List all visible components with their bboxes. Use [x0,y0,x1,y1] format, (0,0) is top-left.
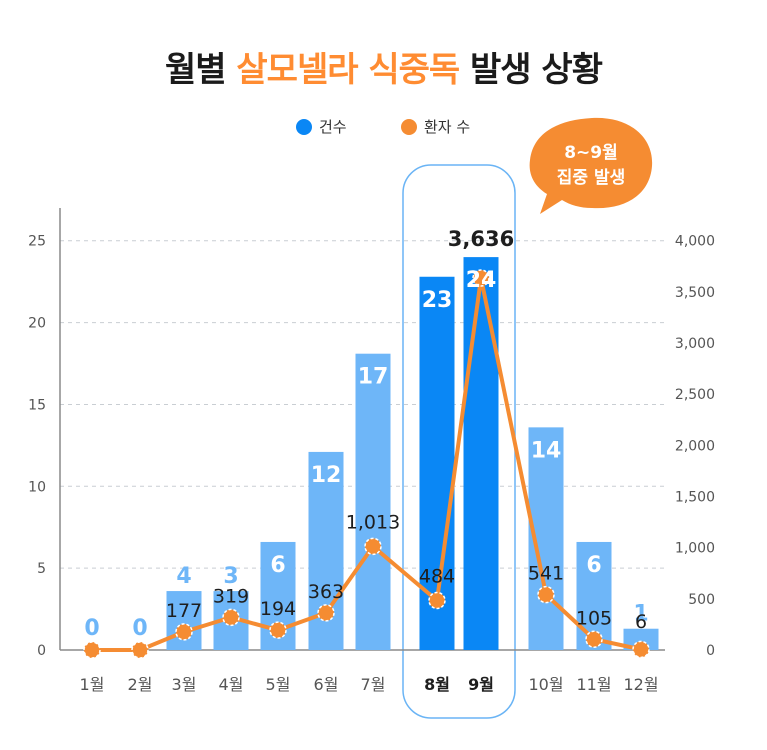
x-tick-label-10월: 10월 [528,675,563,694]
callout-line2: 집중 발생 [557,168,625,188]
x-tick-label-8월: 8월 [424,675,450,694]
patient-label-5월: 194 [260,598,296,620]
y-right-tick-label: 2,000 [675,438,715,454]
patient-label-7월: 1,013 [346,511,400,533]
case-label-12월: 1 [633,602,648,627]
y-right-tick-label: 2,500 [675,387,715,403]
case-label-5월: 6 [270,553,285,578]
y-right-tick-label: 1,500 [675,490,715,506]
case-label-4월: 3 [223,564,238,589]
callout-shape [529,117,653,214]
grid-layer [60,240,665,569]
y-left-tick-label: 10 [28,479,46,495]
patients-point-9월 [472,269,490,287]
patients-point-4월 [222,608,240,627]
legend-cases-marker [296,119,312,135]
x-tick-label-2월: 2월 [128,675,153,694]
patient-label-8월: 484 [419,565,455,587]
callout-line1: 8~9월 [564,143,618,163]
case-label-9월: 24 [466,268,497,293]
legend-patients-marker [401,119,417,135]
x-tick-label-3월: 3월 [172,675,197,694]
case-label-2월: 0 [132,616,147,641]
patient-label-4월: 319 [213,585,249,607]
patients-point-11월 [585,630,603,649]
case-label-8월: 23 [422,288,453,313]
case-label-6월: 12 [311,463,342,488]
y-right-tick-label: 1,000 [675,541,715,557]
legend: 건수 환자 수 [296,118,470,136]
patients-point-6월 [317,604,335,622]
y-left-tick-label: 15 [28,397,46,413]
patients-point-2월 [131,641,149,659]
y-right-tick-label: 3,000 [675,336,715,352]
line-layer [83,269,650,659]
patient-label-10월: 541 [528,563,564,585]
x-tick-label-9월: 9월 [468,675,494,694]
patient-label-12월: 6 [635,611,647,633]
callout-bubble: 8~9월 집중 발생 [529,117,653,214]
bars-layer [166,257,659,650]
y-right-tick-label: 4,000 [675,234,715,250]
x-tick-label-7월: 7월 [361,675,386,694]
legend-cases-label: 건수 [319,118,347,136]
y-left-tick-label: 25 [28,234,46,250]
y-right-tick-label: 3,500 [675,285,715,301]
patient-label-6월: 363 [308,581,344,603]
case-label-1월: 0 [84,616,99,641]
case-label-11월: 6 [586,553,601,578]
bar-12월 [623,628,659,650]
patients-point-5월 [269,621,287,639]
y-left-tick-label: 0 [37,643,46,659]
x-tick-label-1월: 1월 [80,675,105,694]
patients-point-8월 [428,591,446,610]
patients-point-12월 [632,640,650,659]
patients-point-1월 [83,641,101,659]
x-tick-label-6월: 6월 [314,675,339,694]
case-label-10월: 14 [531,438,562,463]
patients-point-10월 [537,585,555,604]
axes-layer: 051015202505001,0001,5002,0002,5003,0003… [28,208,715,659]
patient-label-3월: 177 [166,600,202,622]
bar-9월 [463,257,499,650]
legend-patients-label: 환자 수 [424,118,470,136]
patients-point-7월 [364,537,382,556]
x-tick-label-11월: 11월 [576,675,611,694]
patient-label-9월: 3,636 [448,227,514,251]
title-prefix: 월별 [164,50,227,90]
x-tick-label-4월: 4월 [219,675,244,694]
bar-7월 [355,353,391,650]
title-highlight: 살모넬라 식중독 [236,50,460,90]
x-tick-label-12월: 12월 [623,675,658,694]
chart-title: 월별 살모넬라 식중독 발생 상황 [0,42,767,91]
patients-point-3월 [175,623,193,641]
patient-label-11월: 105 [576,607,612,629]
y-left-tick-label: 20 [28,316,46,332]
y-right-tick-label: 0 [706,643,715,659]
y-right-tick-label: 500 [688,592,715,608]
title-suffix: 발생 상황 [470,50,603,90]
x-tick-label-5월: 5월 [266,675,291,694]
labels-layer: 0 04 3 61217232414611773191943631,0134843,6… [80,227,659,694]
y-left-tick-label: 5 [37,561,46,577]
case-label-3월: 4 [176,564,191,589]
case-label-7월: 17 [358,365,389,390]
